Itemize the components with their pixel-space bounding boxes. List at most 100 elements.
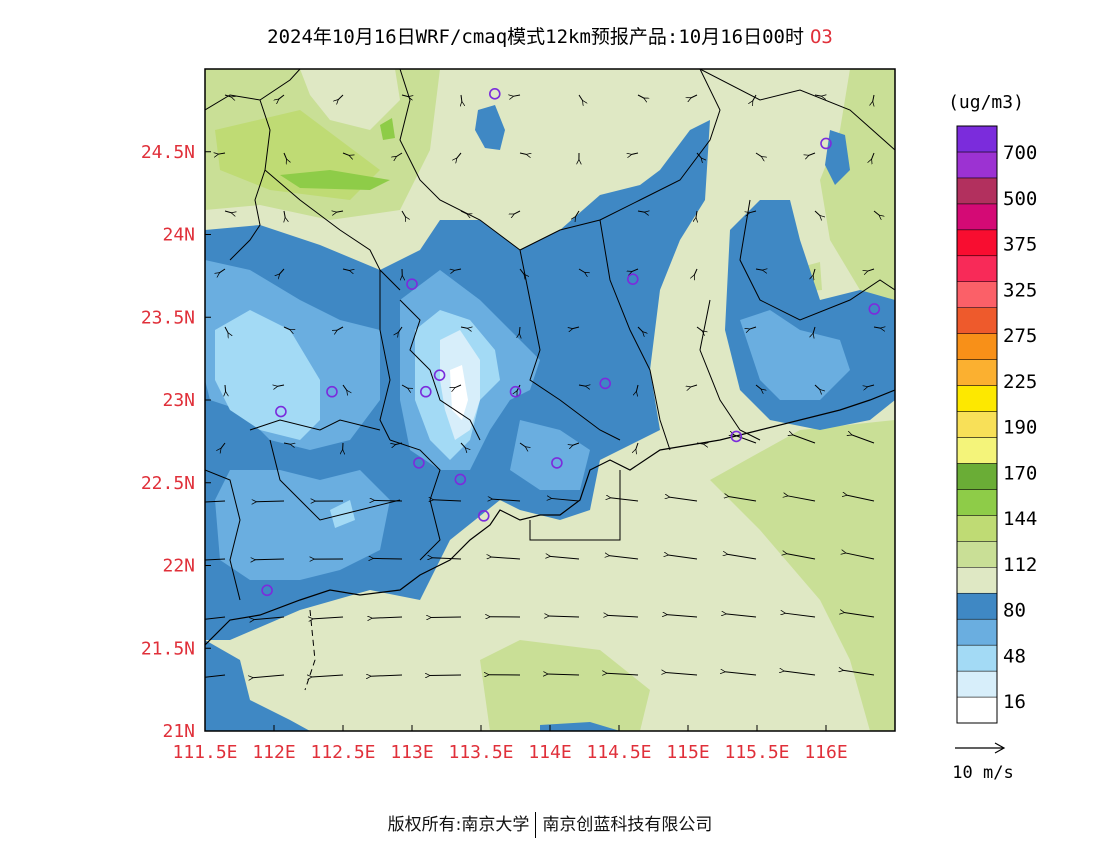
wind-arrow — [845, 553, 875, 560]
wind-arrow — [694, 268, 698, 275]
colorbar-label: 170 — [1003, 462, 1037, 484]
wind-arrow — [514, 210, 521, 214]
wind-arrow — [460, 210, 467, 214]
colorbar-label: 700 — [1003, 142, 1037, 164]
field-light-nw — [300, 69, 400, 130]
station-marker — [868, 303, 881, 315]
y-tick-label: 22.5N — [141, 473, 195, 494]
colorbar-label: 375 — [1003, 234, 1037, 256]
wind-arrow — [696, 326, 703, 331]
wind-arrow — [513, 95, 521, 96]
wind-arrow — [871, 152, 875, 160]
x-tick-label: 115E — [666, 742, 709, 763]
x-tick-label: 114E — [528, 742, 571, 763]
colorbar-swatch — [956, 515, 998, 542]
colorbar-label: 48 — [1003, 645, 1026, 667]
wind-arrow — [336, 211, 344, 212]
wind-arrow — [277, 385, 285, 386]
colorbar-swatch — [956, 203, 998, 231]
wind-arrow — [519, 326, 520, 334]
wind-arrow — [755, 384, 761, 389]
boundaries — [205, 69, 895, 691]
title-main: 2024年10月16日WRF/cmaq模式12km预报产品:10月16日00时 — [267, 26, 804, 48]
field-blue-sw — [205, 640, 310, 731]
wind-arrow — [224, 94, 232, 97]
x-tick-label: 116E — [804, 742, 847, 763]
coastline — [205, 389, 895, 646]
wind-arrow — [312, 675, 344, 677]
colorbar-swatch — [956, 489, 998, 516]
wind-arrow — [253, 674, 285, 678]
colorbar-frame — [956, 125, 998, 724]
wind-vectors — [205, 94, 881, 678]
colorbar-swatch — [956, 618, 998, 646]
x-tick-label: 111.5E — [172, 742, 237, 763]
wind-arrow — [254, 616, 285, 620]
station-marker — [413, 457, 425, 469]
field-lblue-hk — [510, 420, 590, 490]
footer: 版权所有:南京大学 南京创蓝科技有限公司 — [0, 810, 1100, 838]
border-line — [739, 199, 895, 321]
colorbar-unit: (ug/m3) — [948, 92, 1024, 113]
wind-arrow — [667, 615, 698, 618]
wind-arrow — [519, 442, 526, 447]
border-line — [599, 219, 671, 451]
border-line — [304, 609, 316, 691]
wind-arrow — [847, 495, 875, 502]
border-line — [264, 169, 401, 291]
wind-arrow — [749, 210, 757, 213]
wind-arrow — [631, 152, 639, 155]
colorbar-label: 80 — [1003, 600, 1026, 622]
x-tick-label: 115.5E — [724, 742, 789, 763]
wind-arrow — [814, 95, 822, 96]
station-marker — [406, 278, 418, 290]
footer-right: 南京创蓝科技有限公司 — [542, 815, 713, 835]
wind-reference-arrowhead — [994, 742, 1006, 754]
colorbar-label: 275 — [1003, 325, 1037, 347]
wind-arrow — [749, 326, 757, 329]
wind-arrow — [224, 210, 232, 213]
wind-arrow — [572, 326, 580, 329]
wind-arrow — [636, 384, 639, 392]
border-line — [519, 249, 621, 441]
border-line — [249, 419, 381, 431]
wind-arrow — [283, 442, 291, 444]
border-line — [529, 470, 621, 541]
wind-arrow — [785, 613, 816, 618]
wind-arrow — [256, 501, 285, 502]
colorbar-swatch — [956, 307, 998, 334]
colorbar-label: 190 — [1003, 417, 1037, 439]
wind-arrow — [669, 497, 698, 502]
x-tick-label: 113E — [390, 742, 433, 763]
station-marker — [599, 377, 612, 390]
wind-arrow — [726, 614, 757, 618]
border-line — [229, 99, 271, 261]
station-marker — [509, 385, 522, 398]
wind-arrow — [578, 268, 585, 273]
title-species: O3 — [809, 26, 833, 48]
wind-arrow — [690, 384, 698, 387]
wind-arrow — [668, 555, 698, 560]
field-green3-nw2 — [380, 118, 395, 140]
wind-arrow — [696, 210, 697, 218]
colorbar-swatch — [956, 411, 998, 438]
axes: 111.5E 112E 112.5E 113E 113.5E 114E 114.5E 115E… — [141, 142, 848, 763]
station-marker — [275, 405, 287, 418]
wind-arrow — [460, 442, 466, 448]
wind-reference-label: 10 m/s — [952, 763, 1013, 783]
wind-arrow — [284, 210, 285, 218]
wind-arrow — [755, 152, 762, 157]
wind-arrow — [396, 152, 403, 157]
wind-arrow — [433, 500, 462, 501]
wind-arrow — [218, 153, 226, 154]
y-tick-label: 23N — [162, 390, 195, 411]
x-tick-label: 114.5E — [586, 742, 651, 763]
colorbar: 700 500 375 325 275 225 190 170 144 112 80 48 16 — [956, 125, 1037, 724]
wind-arrow — [283, 152, 287, 159]
colorbar-swatch — [956, 151, 998, 179]
colorbar-swatch — [956, 281, 998, 308]
wind-arrow — [342, 152, 350, 156]
wind-arrow — [696, 443, 704, 444]
colorbar-label: 225 — [1003, 371, 1037, 393]
wind-arrow — [637, 94, 644, 98]
